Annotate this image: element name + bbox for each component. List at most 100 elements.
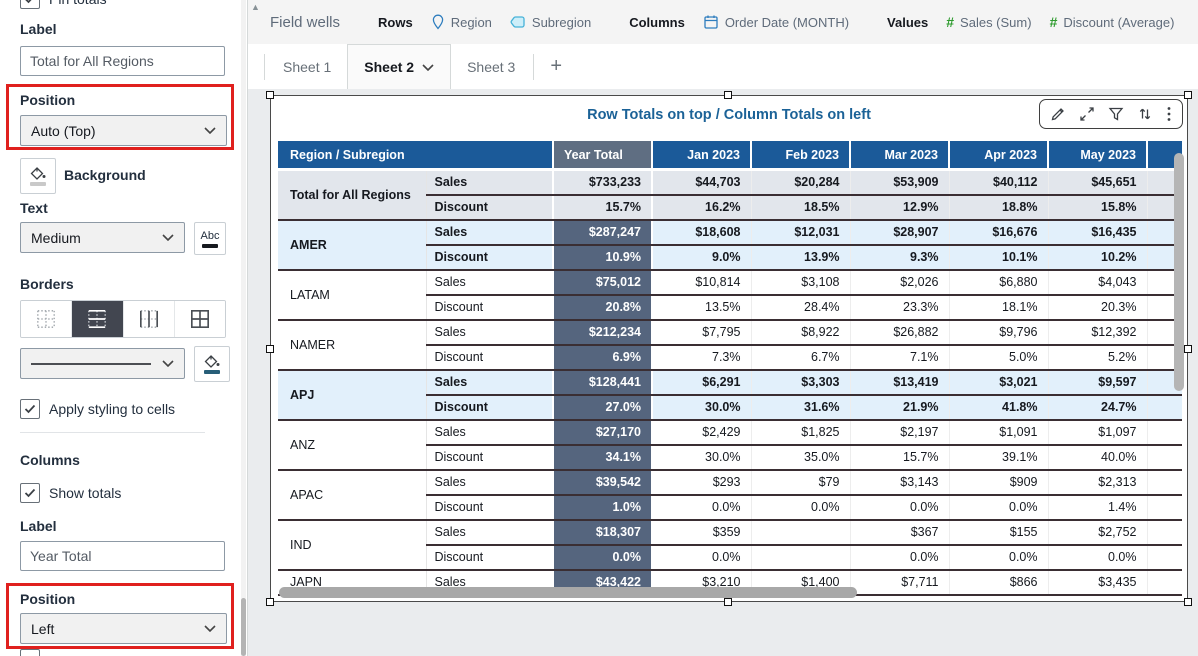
value-cell[interactable]: $18,608 [651, 219, 751, 246]
measure-cell[interactable]: Sales [426, 369, 553, 396]
show-totals-checkbox[interactable] [20, 483, 40, 503]
measure-cell[interactable]: Discount [426, 394, 553, 421]
column-header-cell[interactable]: Apr 2023 [949, 141, 1049, 171]
all-borders-button[interactable] [174, 301, 225, 337]
resize-handle-se[interactable] [1184, 598, 1192, 606]
value-cell[interactable]: 9.0% [651, 244, 751, 271]
value-cell[interactable]: 30.0% [651, 444, 751, 471]
value-cell[interactable]: $9,597 [1047, 369, 1147, 396]
value-cell[interactable]: 5.0% [948, 344, 1048, 371]
value-cell[interactable]: 27.0% [552, 394, 653, 421]
columns-position-select[interactable]: Left [20, 613, 227, 644]
region-cell[interactable]: APJ [278, 369, 427, 421]
value-cell[interactable]: 0.0% [948, 494, 1048, 521]
value-cell[interactable]: $10,814 [651, 269, 751, 296]
value-cell[interactable]: $733,233 [552, 169, 653, 196]
value-cell[interactable]: $16,676 [948, 219, 1048, 246]
value-cell[interactable]: $45,651 [1047, 169, 1147, 196]
value-cell[interactable]: $79 [750, 469, 850, 496]
resize-handle-n[interactable] [724, 91, 732, 99]
value-cell[interactable]: 13.5% [651, 294, 751, 321]
value-cell[interactable]: $39,542 [552, 469, 653, 496]
column-header-cell[interactable]: Year Total [553, 141, 653, 171]
measure-cell[interactable]: Discount [426, 444, 553, 471]
measure-cell[interactable]: Discount [426, 344, 553, 371]
vertical-borders-button[interactable] [123, 301, 175, 337]
horizontal-borders-button[interactable] [72, 301, 124, 337]
value-cell[interactable]: 0.0% [849, 494, 949, 521]
value-cell[interactable]: $212,234 [552, 319, 653, 346]
measure-cell[interactable]: Discount [426, 494, 553, 521]
resize-handle-ne[interactable] [1184, 91, 1192, 99]
tab-sheet-3[interactable]: Sheet 3 [451, 45, 531, 89]
value-cell[interactable]: 21.9% [849, 394, 949, 421]
value-cell[interactable]: 9.3% [849, 244, 949, 271]
value-cell[interactable]: 6.9% [552, 344, 653, 371]
value-cell[interactable]: 12.9% [849, 194, 949, 221]
value-cell[interactable]: $367 [849, 519, 949, 546]
value-cell[interactable]: $909 [948, 469, 1048, 496]
value-cell[interactable]: $20,284 [750, 169, 850, 196]
value-cell[interactable]: $2,026 [849, 269, 949, 296]
field-pill[interactable]: Region [431, 14, 492, 30]
region-cell[interactable]: LATAM [278, 269, 427, 321]
value-cell[interactable]: $7,711 [849, 569, 949, 596]
measure-cell[interactable]: Sales [426, 219, 553, 246]
value-cell[interactable]: $128,441 [552, 369, 653, 396]
value-cell[interactable]: $6,880 [948, 269, 1048, 296]
no-borders-button[interactable] [21, 301, 73, 337]
border-line-style-select[interactable] [20, 348, 185, 379]
value-cell[interactable]: $1,825 [750, 419, 850, 446]
edit-pencil-icon[interactable] [1050, 106, 1066, 122]
value-cell[interactable]: $12,392 [1047, 319, 1147, 346]
value-cell[interactable]: $2,752 [1047, 519, 1147, 546]
value-cell[interactable]: $28,907 [849, 219, 949, 246]
field-pill[interactable]: Subregion [510, 15, 591, 30]
value-cell[interactable]: $6,291 [651, 369, 751, 396]
tab-sheet-2[interactable]: Sheet 2 [347, 44, 452, 89]
column-header-cell[interactable]: May 2023 [1048, 141, 1148, 171]
value-cell[interactable]: 34.1% [552, 444, 653, 471]
value-cell[interactable]: $16,435 [1047, 219, 1147, 246]
value-cell[interactable]: $8,922 [750, 319, 850, 346]
value-cell[interactable]: 0.0% [849, 544, 949, 571]
measure-cell[interactable]: Sales [426, 419, 553, 446]
value-cell[interactable]: 18.1% [948, 294, 1048, 321]
region-cell[interactable]: APAC [278, 469, 427, 521]
value-cell[interactable]: 30.0% [651, 394, 751, 421]
value-cell[interactable]: 5.2% [1047, 344, 1147, 371]
value-cell[interactable]: 10.9% [552, 244, 653, 271]
value-cell[interactable]: 0.0% [651, 544, 751, 571]
value-cell[interactable]: 20.8% [552, 294, 653, 321]
value-cell[interactable]: $3,303 [750, 369, 850, 396]
value-cell[interactable]: 15.7% [849, 444, 949, 471]
sidebar-scrollbar-thumb[interactable] [241, 598, 246, 656]
resize-handle-nw[interactable] [266, 91, 274, 99]
value-cell[interactable]: 10.2% [1047, 244, 1147, 271]
region-cell[interactable]: IND [278, 519, 427, 571]
field-pill[interactable]: # Sales (Sum) [946, 14, 1031, 30]
value-cell[interactable]: 24.7% [1047, 394, 1147, 421]
add-sheet-button[interactable]: + [550, 55, 563, 77]
vertical-scrollbar-thumb[interactable] [1174, 153, 1184, 391]
value-cell[interactable]: 0.0% [1047, 544, 1147, 571]
value-cell[interactable]: 10.1% [948, 244, 1048, 271]
value-cell[interactable]: $359 [651, 519, 751, 546]
field-pill[interactable]: # Discount (Average) [1050, 14, 1175, 30]
value-cell[interactable]: 0.0% [552, 544, 653, 571]
value-cell[interactable]: $12,031 [750, 219, 850, 246]
value-cell[interactable]: 0.0% [948, 544, 1048, 571]
measure-cell[interactable]: Discount [426, 294, 553, 321]
background-color-button[interactable] [20, 158, 56, 194]
corner-header-cell[interactable]: Region / Subregion [278, 141, 554, 171]
value-cell[interactable]: $40,112 [948, 169, 1048, 196]
value-cell[interactable]: 7.3% [651, 344, 751, 371]
measure-cell[interactable]: Sales [426, 319, 553, 346]
swap-arrows-icon[interactable] [1137, 106, 1153, 122]
value-cell[interactable]: 0.0% [750, 494, 850, 521]
region-cell[interactable]: AMER [278, 219, 427, 271]
value-cell[interactable]: 28.4% [750, 294, 850, 321]
collapse-caret-icon[interactable]: ▲ [251, 2, 260, 12]
filter-funnel-icon[interactable] [1108, 106, 1124, 122]
region-cell[interactable]: Total for All Regions [278, 169, 427, 221]
